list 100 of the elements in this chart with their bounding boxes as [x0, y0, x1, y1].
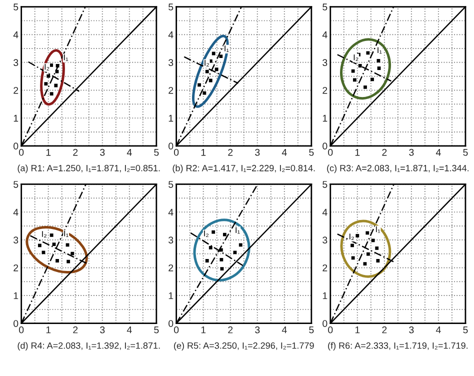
point — [198, 83, 201, 87]
point — [38, 244, 42, 248]
x-tick-label: 3 — [255, 326, 260, 334]
x-tick-label: 1 — [46, 149, 51, 156]
y-tick-label: 2 — [322, 264, 328, 272]
point — [56, 64, 60, 68]
x-tick-label: 0 — [328, 148, 333, 156]
annotation: I₂ — [204, 230, 208, 237]
x-tick-label: 0 — [19, 148, 24, 156]
point — [66, 243, 70, 247]
x-tick-label: 2 — [382, 326, 387, 334]
x-tick-label: 1 — [355, 149, 360, 156]
x-tick-label: 2 — [228, 326, 233, 334]
annotation: I₂ — [204, 60, 210, 66]
y-tick-label: 1 — [168, 114, 174, 122]
point — [222, 232, 226, 236]
x-tick-label: 5 — [463, 326, 468, 334]
x-tick-label: 3 — [100, 148, 105, 156]
x-axis-title: (d) R4: A=2.083, I₁=1.392, I₂=1.871. — [18, 342, 160, 351]
annotation: I₁ — [64, 230, 68, 237]
y-tick-label: 1 — [168, 292, 174, 300]
x-tick-label: 5 — [309, 149, 314, 156]
x-tick-label: 0 — [328, 326, 333, 334]
point — [212, 52, 216, 56]
annotation: I₂ — [42, 231, 46, 238]
annotation: I₂ — [44, 64, 50, 70]
y-tick-label: 0 — [168, 142, 174, 150]
point — [219, 248, 223, 252]
point — [358, 64, 362, 68]
x-tick-label: 3 — [409, 326, 414, 334]
point — [205, 259, 209, 262]
x-tick-label: 3 — [100, 326, 105, 334]
point — [205, 70, 209, 74]
x-tick-label: 1 — [201, 149, 206, 156]
x-axis-title: (a) R1: A=1.250, I₁=1.871, I₂=0.851. — [18, 164, 160, 174]
annotation: I₁ — [236, 227, 240, 234]
point — [363, 262, 367, 266]
point — [375, 246, 379, 250]
point — [44, 82, 48, 86]
x-tick-label: 0 — [174, 326, 179, 334]
point — [52, 242, 56, 246]
point — [376, 259, 380, 262]
point — [212, 230, 216, 234]
point — [233, 250, 237, 254]
y-tick-label: 3 — [168, 236, 174, 244]
point — [220, 267, 224, 271]
point — [208, 78, 212, 82]
y-tick-label: 0 — [322, 142, 328, 150]
y-tick-label: 4 — [322, 31, 328, 38]
point — [214, 68, 218, 72]
y-tick-label: 0 — [322, 320, 328, 327]
x-tick-label: 1 — [355, 326, 360, 334]
y-tick-label: 1 — [14, 114, 18, 122]
x-axis-title: (b) R2: A=1.417, I₁=2.229, I₂=0.814. — [172, 164, 315, 174]
x-tick-label: 2 — [228, 148, 233, 156]
point — [70, 252, 74, 256]
y-tick-label: 0 — [14, 142, 18, 150]
x-tick-label: 2 — [382, 148, 387, 156]
y-tick-label: 3 — [14, 236, 18, 244]
x-tick-label: 4 — [436, 326, 441, 334]
point — [55, 70, 59, 74]
x-axis-title: (c) R3: A=2.083, I₁=1.871, I₂=1.344. — [327, 164, 469, 174]
x-tick-label: 4 — [282, 326, 287, 334]
point — [366, 231, 370, 235]
point — [66, 260, 70, 264]
y-tick-label: 4 — [168, 31, 174, 38]
point — [54, 84, 58, 88]
y-tick-label: 3 — [322, 236, 328, 244]
x-tick-label: 4 — [126, 149, 132, 156]
x-tick-label: 3 — [409, 148, 414, 156]
y-tick-label: 1 — [322, 114, 328, 122]
y-tick-label: 2 — [14, 86, 18, 94]
x-tick-label: 2 — [73, 326, 78, 334]
annotation: I₁ — [64, 54, 68, 61]
point — [50, 92, 54, 96]
annotation: I₂ — [354, 54, 358, 61]
point — [371, 238, 375, 242]
y-tick-label: 5 — [322, 181, 328, 188]
x-tick-label: 5 — [309, 326, 314, 334]
x-tick-label: 2 — [73, 148, 78, 156]
x-tick-label: 4 — [436, 149, 441, 156]
point — [377, 66, 381, 70]
point — [376, 59, 380, 62]
y-tick-label: 2 — [168, 264, 174, 272]
annotation: I₁ — [224, 46, 229, 52]
y-tick-label: 3 — [322, 59, 328, 66]
point — [366, 252, 370, 256]
annotation: I₁ — [378, 47, 382, 54]
annotation: I₂ — [350, 234, 354, 240]
point — [46, 74, 50, 78]
y-tick-label: 5 — [168, 181, 174, 188]
point — [219, 54, 223, 58]
y-tick-label: 2 — [168, 86, 174, 94]
y-tick-label: 5 — [322, 4, 328, 10]
y-tick-label: 5 — [168, 4, 174, 10]
point — [366, 51, 370, 55]
y-tick-label: 4 — [322, 208, 328, 216]
y-tick-label: 4 — [13, 31, 18, 38]
y-tick-label: 1 — [322, 292, 328, 300]
x-tick-label: 4 — [282, 149, 287, 156]
